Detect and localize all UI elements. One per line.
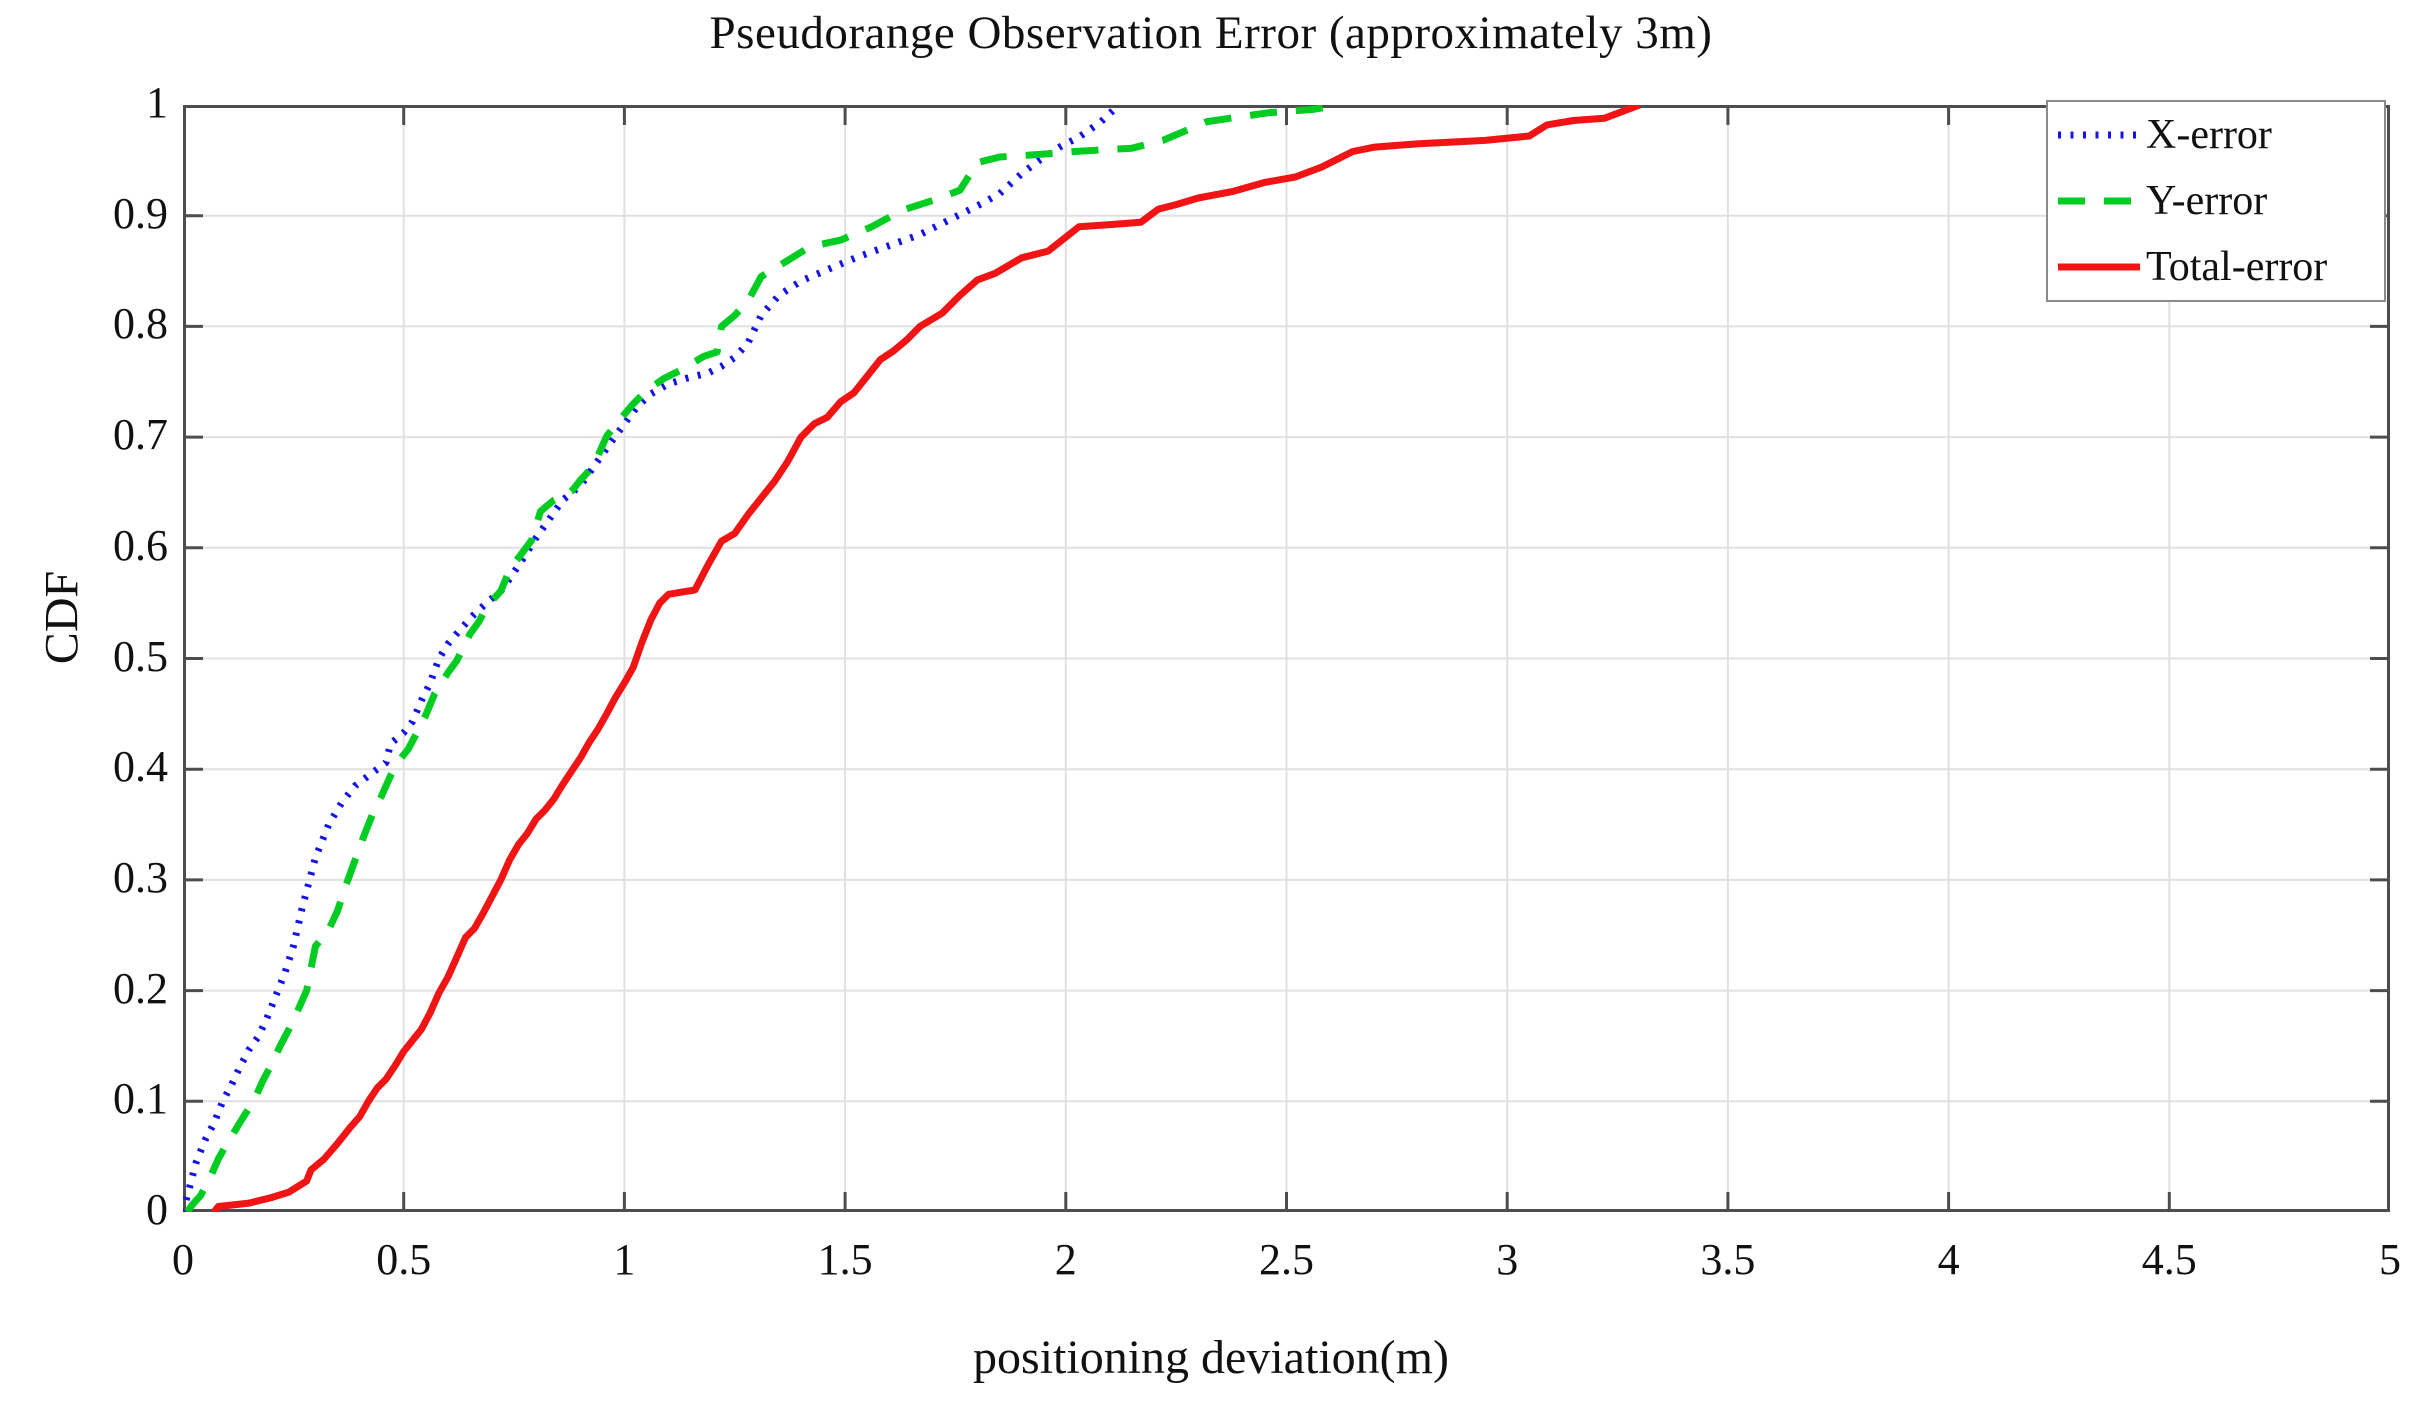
y-tick-label: 0.5 [113,631,168,681]
legend: X-error Y-error Total-error [2046,100,2386,302]
x-tick-label: 5 [2379,1235,2401,1284]
x-axis-title: positioning deviation(m) [973,1331,1449,1384]
x-tick-label: 3.5 [1700,1235,1756,1284]
legend-entry: Y-error [2048,170,2384,232]
series-total-error [211,105,1641,1212]
x-tick-label: 0.5 [376,1235,432,1284]
legend-label: Y-error [2146,178,2268,224]
y-tick-label: 0.3 [113,852,168,902]
series-y-error [184,105,1341,1212]
y-tick-label: 0.1 [113,1074,168,1124]
legend-entry: Total-error [2048,236,2384,298]
x-tick-label: 0 [172,1235,194,1284]
y-tick-label: 0.6 [113,520,168,570]
y-tick-label: 0.7 [113,410,168,460]
chart-title: Pseudorange Observation Error (approxima… [709,7,1713,59]
legend-line-sample-dotted [2058,131,2140,139]
legend-entry: X-error [2048,104,2384,166]
y-tick-label: 0.2 [113,963,168,1013]
x-tick-label: 2 [1054,1235,1077,1284]
plot-area [183,105,2390,1212]
x-tick-label: 2.5 [1259,1235,1314,1284]
y-tick-label: 0 [146,1185,168,1234]
x-tick-label: 1.5 [817,1235,873,1284]
legend-line-sample-solid [2058,263,2140,271]
x-tick-label: 4.5 [2141,1235,2197,1284]
legend-label: X-error [2146,112,2272,158]
legend-label: Total-error [2146,244,2328,290]
x-tick-label: 1 [613,1235,636,1284]
y-tick-label: 1 [146,78,168,127]
y-tick-label: 0.8 [113,299,168,349]
y-tick-label: 0.9 [113,188,168,238]
y-tick-label: 0.4 [113,742,168,792]
x-tick-label: 4 [1937,1235,1960,1284]
legend-line-sample-dashed [2058,197,2140,205]
series-x-error [183,105,1122,1212]
x-tick-label: 3 [1496,1235,1519,1284]
